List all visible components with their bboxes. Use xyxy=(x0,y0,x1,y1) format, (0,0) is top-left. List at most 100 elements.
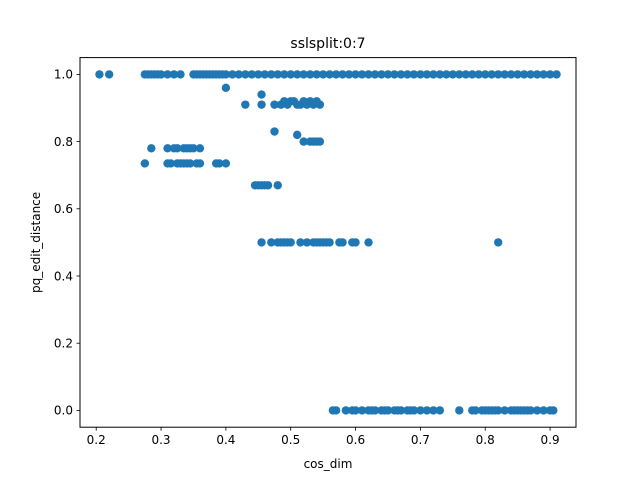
y-tick-label: 0.6 xyxy=(54,202,73,216)
data-point xyxy=(487,70,496,79)
data-point xyxy=(305,70,315,79)
data-point xyxy=(364,70,373,79)
data-point xyxy=(257,238,266,247)
data-point xyxy=(140,159,150,168)
data-point xyxy=(351,406,360,415)
data-point xyxy=(549,406,558,415)
data-point xyxy=(315,137,325,146)
x-tick-label: 0.5 xyxy=(281,433,300,447)
data-point xyxy=(270,127,279,136)
data-point xyxy=(280,70,289,79)
x-axis-label: cos_dim xyxy=(304,457,353,471)
data-point xyxy=(195,159,205,168)
data-point xyxy=(396,406,406,415)
data-point xyxy=(357,406,367,415)
data-point xyxy=(481,70,490,79)
data-point xyxy=(500,406,509,415)
data-point xyxy=(241,100,250,109)
data-point xyxy=(176,70,185,79)
y-tick-label: 0.4 xyxy=(54,269,73,283)
data-point xyxy=(377,70,386,79)
data-point xyxy=(267,70,276,79)
data-point xyxy=(186,159,195,168)
data-point xyxy=(416,406,425,415)
data-point xyxy=(221,159,231,168)
data-point xyxy=(299,137,308,146)
data-point xyxy=(429,406,438,415)
data-point xyxy=(494,70,503,79)
data-point xyxy=(370,70,380,79)
data-point xyxy=(539,406,548,415)
data-point xyxy=(409,70,419,79)
data-point xyxy=(257,100,266,109)
data-point xyxy=(500,70,509,79)
data-point xyxy=(318,70,328,79)
data-point xyxy=(448,70,458,79)
data-point xyxy=(325,238,334,247)
data-point xyxy=(519,70,529,79)
data-point xyxy=(435,406,445,415)
data-point xyxy=(302,238,312,247)
data-point xyxy=(331,70,341,79)
data-point xyxy=(331,406,341,415)
data-point xyxy=(383,70,393,79)
y-tick-label: 0.8 xyxy=(54,135,73,149)
data-point xyxy=(390,70,399,79)
x-tick-label: 0.9 xyxy=(541,433,560,447)
data-point xyxy=(468,70,477,79)
data-point xyxy=(147,144,156,153)
data-point xyxy=(506,70,516,79)
data-point xyxy=(545,70,555,79)
data-point xyxy=(532,406,542,415)
data-point xyxy=(455,406,464,415)
y-axis-ticks: 0.0 0.2 0.4 0.6 0.8 1.0 xyxy=(54,68,80,418)
x-tick-label: 0.8 xyxy=(476,433,495,447)
data-point xyxy=(513,70,522,79)
data-point xyxy=(474,70,483,79)
data-point xyxy=(263,181,273,190)
data-point xyxy=(215,159,224,168)
data-point xyxy=(241,70,250,79)
data-point xyxy=(156,70,166,79)
data-point xyxy=(364,238,373,247)
data-point xyxy=(416,70,425,79)
data-point xyxy=(104,70,114,79)
data-point xyxy=(396,70,406,79)
data-point xyxy=(409,406,419,415)
x-tick-label: 0.2 xyxy=(87,433,106,447)
data-point xyxy=(422,406,432,415)
data-point xyxy=(173,144,182,153)
data-point xyxy=(312,70,321,79)
data-point xyxy=(338,70,347,79)
data-point xyxy=(166,159,175,168)
y-tick-label: 0.0 xyxy=(54,404,73,418)
data-point xyxy=(169,70,179,79)
data-point xyxy=(341,406,351,415)
data-point xyxy=(461,70,470,79)
y-tick-label: 0.2 xyxy=(54,337,73,351)
chart-title: sslsplit:0:7 xyxy=(290,36,365,52)
y-axis-label: pq_edit_distance xyxy=(29,192,43,293)
x-tick-label: 0.7 xyxy=(411,433,430,447)
data-point xyxy=(270,100,279,109)
data-point xyxy=(299,70,308,79)
data-point xyxy=(429,70,438,79)
data-points xyxy=(95,70,561,415)
x-tick-label: 0.6 xyxy=(346,433,365,447)
data-point xyxy=(315,100,325,109)
data-point xyxy=(494,406,503,415)
data-point xyxy=(442,70,451,79)
data-point xyxy=(247,70,257,79)
data-point xyxy=(286,70,295,79)
data-point xyxy=(325,70,334,79)
data-point xyxy=(296,238,305,247)
x-axis-ticks: 0.2 0.3 0.4 0.5 0.6 0.7 0.8 0.9 xyxy=(87,427,560,447)
data-point xyxy=(273,181,282,190)
data-point xyxy=(539,70,548,79)
data-point xyxy=(257,90,266,99)
data-point xyxy=(471,406,480,415)
data-point xyxy=(526,70,535,79)
data-point xyxy=(351,238,360,247)
data-point xyxy=(357,70,367,79)
